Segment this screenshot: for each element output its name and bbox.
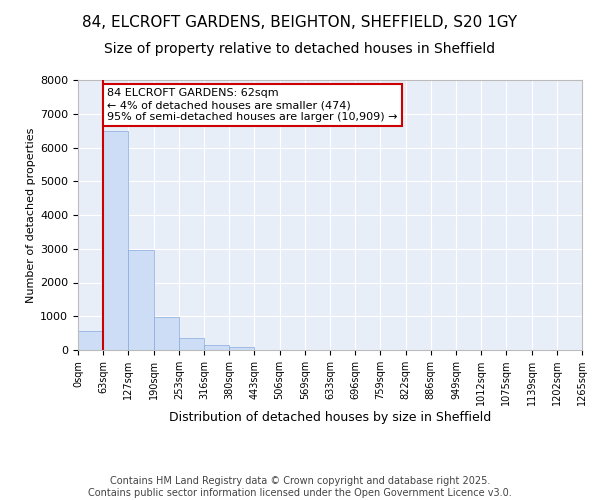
Text: Contains HM Land Registry data © Crown copyright and database right 2025.
Contai: Contains HM Land Registry data © Crown c… [88, 476, 512, 498]
Bar [103, 132, 128, 350]
Bar [229, 347, 254, 350]
Y-axis label: Number of detached properties: Number of detached properties [26, 128, 36, 302]
Text: 84, ELCROFT GARDENS, BEIGHTON, SHEFFIELD, S20 1GY: 84, ELCROFT GARDENS, BEIGHTON, SHEFFIELD… [82, 15, 518, 30]
X-axis label: Distribution of detached houses by size in Sheffield: Distribution of detached houses by size … [169, 411, 491, 424]
Bar [154, 318, 179, 350]
Bar [179, 338, 204, 350]
Text: 84 ELCROFT GARDENS: 62sqm
← 4% of detached houses are smaller (474)
95% of semi-: 84 ELCROFT GARDENS: 62sqm ← 4% of detach… [107, 88, 397, 122]
Bar [78, 332, 103, 350]
Bar [128, 250, 154, 350]
Text: Size of property relative to detached houses in Sheffield: Size of property relative to detached ho… [104, 42, 496, 56]
Bar [204, 344, 229, 350]
